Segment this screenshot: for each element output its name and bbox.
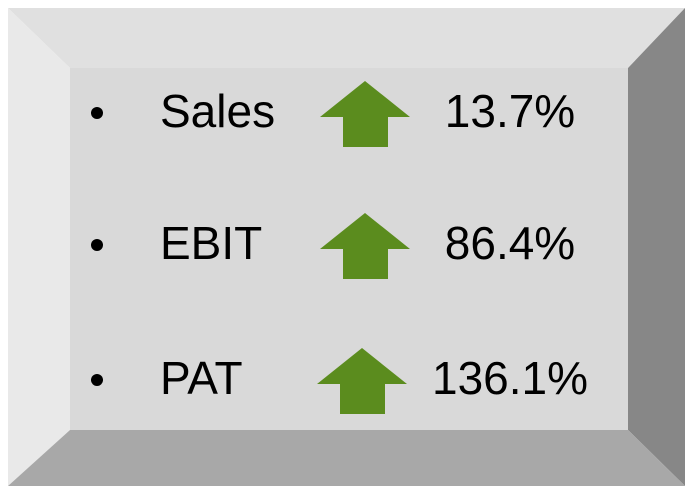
bullet: [91, 107, 103, 119]
up-arrow: [320, 213, 410, 279]
item-label: EBIT: [160, 217, 262, 269]
item-value: 13.7%: [445, 85, 575, 137]
bevel-top: [8, 8, 685, 68]
up-arrow: [320, 81, 410, 147]
bevel-right: [628, 8, 685, 486]
bevel-bottom: [8, 430, 685, 486]
bullet: [91, 239, 103, 251]
up-arrow: [317, 348, 407, 414]
bevel-left: [8, 8, 70, 486]
item-label: Sales: [160, 85, 275, 137]
bullet: [91, 374, 103, 386]
rows: Sales 13.7% EBIT 86.4% PAT 136.1%: [91, 81, 588, 414]
item-value: 136.1%: [432, 352, 588, 404]
item-label: PAT: [160, 352, 243, 404]
item-value: 86.4%: [445, 217, 575, 269]
